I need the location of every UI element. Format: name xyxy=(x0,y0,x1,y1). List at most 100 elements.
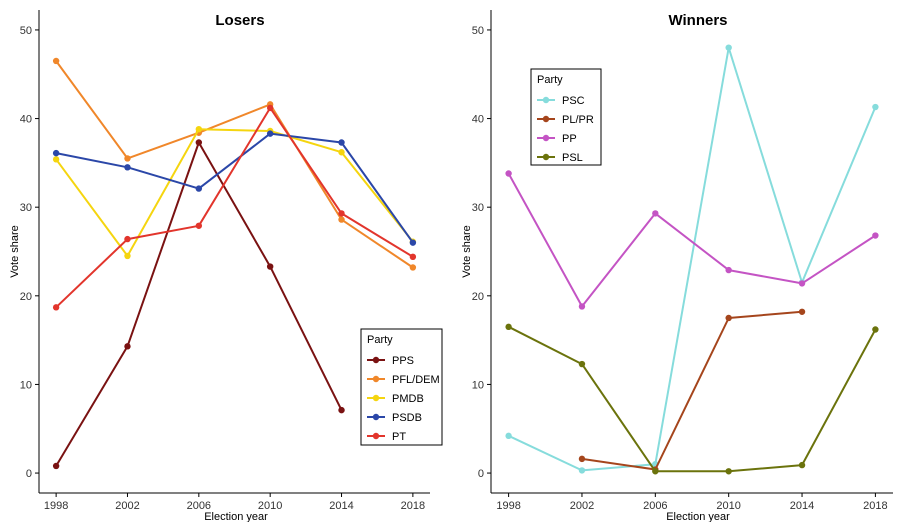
y-axis-title: Vote share xyxy=(461,225,473,278)
series-line xyxy=(55,60,414,269)
legend-label: PPS xyxy=(392,355,414,367)
data-point xyxy=(725,266,732,274)
data-point xyxy=(872,326,879,333)
data-point xyxy=(409,264,417,271)
data-point xyxy=(578,467,586,474)
legend-title: Party xyxy=(537,74,563,86)
legend-label: PMDB xyxy=(392,393,424,405)
legend-label: PP xyxy=(562,133,577,145)
legend-label: PSDB xyxy=(392,412,422,424)
legend-label: PL/PR xyxy=(562,114,594,126)
data-point xyxy=(195,185,203,192)
x-tick-label: 2014 xyxy=(790,500,814,512)
x-tick-label: 2002 xyxy=(570,500,594,512)
x-tick-label: 2006 xyxy=(643,500,667,512)
series-psdb xyxy=(52,130,417,246)
x-axis-title: Election year xyxy=(666,511,730,522)
y-axis-title: Vote share xyxy=(9,225,21,278)
data-point xyxy=(124,252,131,260)
y-tick-label: 10 xyxy=(20,379,32,391)
chart-title: Losers xyxy=(215,12,264,29)
data-point xyxy=(52,57,60,65)
legend-key-point xyxy=(542,115,550,123)
x-tick-label: 2018 xyxy=(401,500,425,512)
legend-key-point xyxy=(372,394,380,402)
series-psc xyxy=(505,44,879,474)
data-point xyxy=(124,235,131,243)
legend-key-point xyxy=(372,413,380,421)
data-point xyxy=(578,455,586,463)
x-tick-label: 2010 xyxy=(258,500,282,512)
data-point xyxy=(195,139,203,146)
x-tick-label: 2002 xyxy=(115,500,139,512)
data-point xyxy=(798,461,806,469)
legend-key-point xyxy=(542,96,550,104)
x-tick-label: 2010 xyxy=(716,500,740,512)
y-tick-label: 40 xyxy=(472,114,484,126)
data-point xyxy=(52,462,60,470)
series-line xyxy=(508,46,877,472)
data-point xyxy=(52,304,60,311)
series-line xyxy=(508,325,877,473)
legend-box xyxy=(530,68,602,166)
data-point xyxy=(505,170,512,177)
series-pfl-dem xyxy=(52,57,417,271)
series-pp xyxy=(505,170,879,310)
data-point xyxy=(725,468,732,475)
legend-label: PT xyxy=(392,431,406,443)
y-tick-label: 10 xyxy=(472,379,484,391)
y-tick-label: 20 xyxy=(472,291,484,303)
data-point xyxy=(505,432,512,440)
data-point xyxy=(52,156,60,163)
data-point xyxy=(409,239,417,246)
data-point xyxy=(338,149,345,156)
legend-box xyxy=(360,328,443,446)
data-point xyxy=(652,468,659,475)
y-tick-label: 30 xyxy=(472,202,484,214)
data-point xyxy=(52,149,60,157)
chart-panel-2: Winners 0 10 20 30 40 50 1998 2002 2006 2010 2014 20… xyxy=(461,10,893,522)
data-point xyxy=(338,406,345,414)
x-tick-label: 2006 xyxy=(187,500,211,512)
data-point xyxy=(266,130,274,137)
legend-key-point xyxy=(542,134,550,142)
legend-label: PSC xyxy=(562,95,585,107)
data-point xyxy=(266,104,274,112)
series-line xyxy=(55,128,414,257)
data-point xyxy=(124,155,131,162)
x-tick-label: 2018 xyxy=(863,500,887,512)
legend-key-point xyxy=(372,432,380,440)
legend: Party PPS PFL/DEM PMDB PSDB PT xyxy=(360,328,443,446)
y-tick-label: 50 xyxy=(472,25,484,37)
chart-title: Winners xyxy=(668,12,727,29)
legend-title: Party xyxy=(367,334,393,346)
y-tick-label: 20 xyxy=(20,291,32,303)
data-point xyxy=(872,103,879,111)
y-tick-label: 30 xyxy=(20,202,32,214)
chart-panel-1: Losers 0 10 20 30 40 50 1998 2002 2006 2010 2014 201… xyxy=(9,10,443,522)
data-point xyxy=(578,303,586,310)
data-point xyxy=(195,125,203,133)
series-line xyxy=(55,132,414,244)
y-tick-label: 40 xyxy=(20,114,32,126)
legend-key-point xyxy=(372,356,380,364)
data-point xyxy=(338,139,345,146)
series-pt xyxy=(52,104,417,311)
legend-label: PSL xyxy=(562,152,583,164)
y-tick-label: 50 xyxy=(20,25,32,37)
data-point xyxy=(266,263,274,270)
data-point xyxy=(652,210,659,217)
data-point xyxy=(725,44,732,51)
data-point xyxy=(124,164,131,171)
data-point xyxy=(409,253,417,261)
data-point xyxy=(124,343,131,350)
x-tick-label: 1998 xyxy=(496,500,520,512)
data-point xyxy=(338,210,345,217)
series-psl xyxy=(505,323,879,475)
legend-key-point xyxy=(372,375,380,383)
data-point xyxy=(725,314,732,322)
legend: Party PSC PL/PR PP PSL xyxy=(530,68,602,166)
y-tick-label: 0 xyxy=(26,468,32,480)
